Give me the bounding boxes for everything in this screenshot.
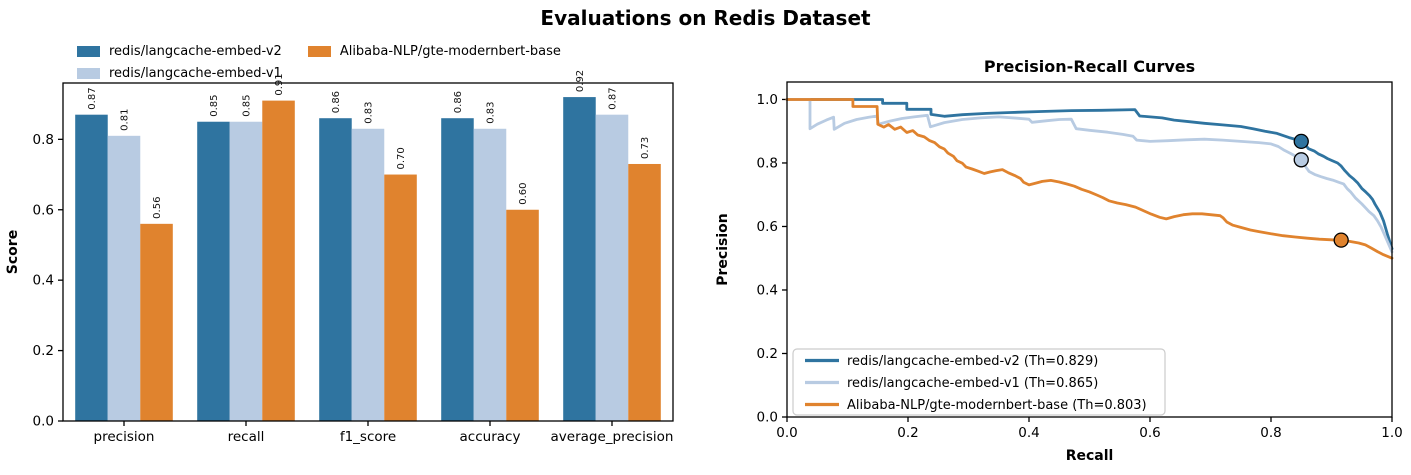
threshold-marker-2 bbox=[1333, 232, 1349, 248]
legend-swatch bbox=[77, 67, 100, 79]
legend-swatch bbox=[77, 45, 100, 57]
bar bbox=[563, 97, 596, 421]
y-tick-label: 0.4 bbox=[757, 282, 778, 298]
figure-legend-entry: redis/langcache-embed-v2 bbox=[77, 40, 282, 62]
bar-value-label: 0.81 bbox=[120, 109, 131, 131]
bar-value-label: 0.85 bbox=[242, 94, 253, 116]
y-tick-label: 0.6 bbox=[33, 202, 54, 218]
bar-value-label: 0.86 bbox=[453, 91, 464, 113]
x-axis-label: Recall bbox=[1066, 448, 1114, 464]
threshold-marker-0 bbox=[1293, 133, 1309, 150]
y-tick-label: 1.0 bbox=[757, 92, 778, 108]
chart-legend-label: redis/langcache-embed-v2 (Th=0.829) bbox=[847, 354, 1098, 369]
bar-value-label: 0.73 bbox=[640, 137, 651, 159]
bar-value-label: 0.87 bbox=[608, 87, 619, 109]
bar bbox=[441, 118, 474, 421]
x-tick-label: 0.2 bbox=[897, 425, 918, 441]
bar-value-label: 0.70 bbox=[396, 147, 407, 169]
bar bbox=[197, 121, 230, 422]
bar bbox=[107, 135, 141, 421]
bar bbox=[595, 114, 629, 421]
bar-value-label: 0.60 bbox=[518, 182, 529, 204]
chart-legend-label: Alibaba-NLP/gte-modernbert-base (Th=0.80… bbox=[847, 398, 1147, 413]
y-tick-label: 0.6 bbox=[757, 219, 778, 235]
y-tick-label: 0.2 bbox=[757, 346, 778, 362]
bar bbox=[229, 121, 263, 422]
pr-curve-0 bbox=[785, 98, 1394, 251]
x-tick-label: precision bbox=[94, 429, 155, 445]
y-axis-label: Score bbox=[5, 230, 21, 274]
y-tick-label: 0.8 bbox=[757, 155, 778, 171]
y-tick-label: 0.0 bbox=[33, 414, 54, 430]
figure-title: Evaluations on Redis Dataset bbox=[540, 6, 871, 30]
bar-value-label: 0.91 bbox=[274, 73, 285, 95]
x-tick-label: accuracy bbox=[460, 429, 521, 445]
bar bbox=[384, 174, 417, 421]
threshold-marker-1 bbox=[1293, 152, 1309, 168]
pr-curves-panel: Precision-Recall Curves 0.0 0.2 0.4 0.6 0.8 1.… bbox=[715, 57, 1403, 464]
bar bbox=[75, 114, 108, 421]
bar bbox=[262, 100, 295, 422]
y-axis-label: Precision bbox=[715, 213, 731, 285]
legend-label: redis/langcache-embed-v1 bbox=[109, 65, 282, 81]
bar bbox=[140, 223, 173, 421]
figure-legend-entry: Alibaba-NLP/gte-modernbert-base bbox=[307, 40, 561, 62]
x-tick-label: f1_score bbox=[340, 429, 396, 445]
x-tick-label: 1.0 bbox=[1381, 425, 1402, 441]
x-tick-label: 0.8 bbox=[1260, 425, 1281, 441]
chart-legend-box bbox=[792, 348, 1166, 416]
bar-value-label: 0.83 bbox=[364, 102, 375, 124]
bar-chart-panel: 0.0 0.2 0.4 0.6 0.8 Score precision 0.87 0.81 0.5… bbox=[5, 70, 674, 445]
bar bbox=[473, 128, 507, 422]
bar-value-label: 0.86 bbox=[331, 91, 342, 113]
x-tick-label: 0.6 bbox=[1139, 425, 1160, 441]
bar-value-label: 0.87 bbox=[87, 87, 98, 109]
x-tick-label: average_precision bbox=[551, 429, 674, 445]
y-tick-label: 0.8 bbox=[33, 132, 54, 148]
bar-value-label: 0.83 bbox=[486, 102, 497, 124]
bar bbox=[351, 128, 385, 422]
x-tick-label: 0.4 bbox=[1018, 425, 1039, 441]
chart-title: Precision-Recall Curves bbox=[984, 57, 1195, 76]
y-tick-label: 0.4 bbox=[33, 273, 54, 289]
figure-legend: redis/langcache-embed-v2 redis/langcache-… bbox=[77, 40, 561, 86]
bar-value-label: 0.56 bbox=[152, 197, 163, 219]
bar-value-label: 0.92 bbox=[575, 70, 586, 92]
axes-frame bbox=[62, 82, 674, 422]
bar bbox=[319, 118, 352, 421]
pr-curve-2 bbox=[785, 98, 1394, 260]
y-tick-label: 0.0 bbox=[757, 410, 778, 426]
figure-legend-entry: redis/langcache-embed-v1 bbox=[77, 62, 282, 84]
axes-frame bbox=[786, 81, 1393, 418]
legend-label: redis/langcache-embed-v2 bbox=[109, 43, 282, 59]
legend-label: Alibaba-NLP/gte-modernbert-base bbox=[339, 43, 561, 59]
chart-legend-label: redis/langcache-embed-v1 (Th=0.865) bbox=[847, 376, 1098, 391]
y-tick-label: 0.2 bbox=[33, 343, 54, 359]
x-tick-label: 0.0 bbox=[776, 425, 797, 441]
bar-value-label: 0.85 bbox=[209, 94, 220, 116]
bar bbox=[506, 209, 539, 421]
legend-swatch bbox=[307, 45, 331, 57]
x-tick-label: recall bbox=[228, 429, 265, 445]
bar bbox=[628, 163, 661, 421]
